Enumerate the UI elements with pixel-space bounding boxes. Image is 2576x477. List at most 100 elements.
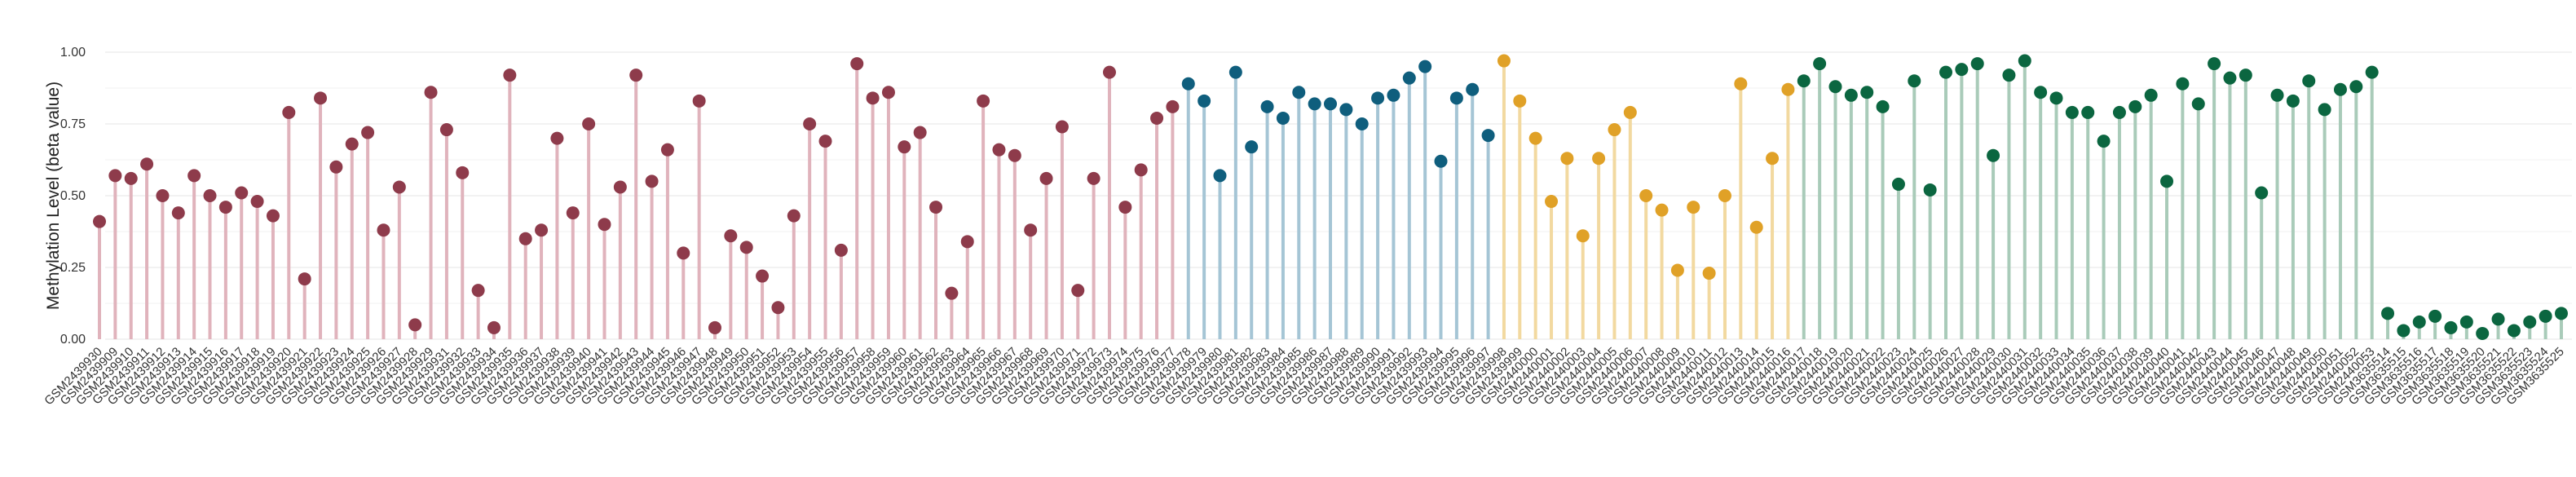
lollipop-point (140, 157, 154, 171)
lollipop-point (314, 91, 328, 105)
lollipop-point (1276, 111, 1290, 125)
lollipop-point (1308, 97, 1321, 111)
lollipop-point (487, 320, 501, 334)
lollipop-point (1497, 54, 1511, 68)
lollipop-point (2555, 307, 2568, 320)
lollipop-point (960, 235, 974, 249)
lollipop-point (1891, 177, 1905, 191)
lollipop-point (2002, 68, 2016, 82)
y-tick-label: 0.25 (60, 261, 86, 275)
lollipop-point (677, 246, 690, 260)
lollipop-point (1766, 152, 1780, 166)
lollipop-point (2523, 315, 2537, 329)
lollipop-point (1087, 171, 1101, 185)
lollipop-point (866, 91, 880, 105)
lollipop-point (1434, 154, 1448, 168)
lollipop-point (345, 137, 359, 151)
lollipop-point (2365, 65, 2379, 79)
lollipop-point (2097, 135, 2111, 148)
lollipop-point (439, 123, 453, 137)
lollipop-point (1324, 97, 1337, 111)
lollipop-point (361, 126, 375, 139)
lollipop-point (787, 209, 801, 223)
lollipop-point (2491, 312, 2505, 326)
lollipop-point (1118, 201, 1132, 214)
lollipop-point (108, 169, 122, 183)
lollipop-point (724, 229, 738, 243)
y-tick-label: 0.00 (60, 333, 86, 347)
lollipop-point (535, 223, 549, 237)
lollipop-point (1198, 94, 1211, 108)
lollipop-point (1213, 169, 1227, 183)
lollipop-point (2270, 88, 2284, 102)
lollipop-point (803, 117, 817, 130)
lollipop-point (329, 160, 343, 174)
lollipop-point (1655, 203, 1669, 217)
lollipop-point (471, 284, 485, 298)
lollipop-point (1955, 63, 1969, 77)
lollipop-point (550, 131, 564, 145)
lollipop-point (2018, 54, 2031, 68)
lollipop-point (2444, 320, 2458, 334)
lollipop-point (1970, 57, 1984, 71)
lollipop-point (1687, 201, 1700, 214)
lollipop-point (1734, 77, 1748, 91)
lollipop-point (1923, 183, 1937, 197)
lollipop-point (2476, 326, 2490, 340)
lollipop-point (1987, 148, 2000, 162)
lollipop-point (1797, 74, 1811, 88)
lollipop-point (1749, 220, 1763, 234)
lollipop-point (1545, 195, 1559, 209)
lollipop-point (771, 301, 785, 315)
lollipop-point (1481, 129, 1495, 143)
lollipop-point (1781, 82, 1795, 96)
lollipop-point (629, 68, 643, 82)
lollipop-point (1418, 60, 1432, 73)
lollipop-point (2128, 99, 2142, 113)
lollipop-point (1166, 99, 1180, 113)
lollipop-point (1181, 77, 1195, 91)
lollipop-point (1292, 86, 1306, 99)
lollipop-point (1039, 171, 1053, 185)
lollipop-point (2381, 307, 2395, 320)
lollipop-point (2507, 324, 2521, 338)
grid-layer (105, 51, 2572, 340)
lollipop-point (1576, 229, 1590, 243)
lollipop-point (1560, 152, 1574, 166)
lollipop-point (282, 105, 296, 119)
lollipop-point (1387, 88, 1400, 102)
y-tick-label: 0.75 (60, 117, 86, 131)
lollipop-point (218, 201, 232, 214)
lollipop-point (2223, 71, 2237, 85)
lollipop-point (1402, 71, 1416, 85)
lollipop-point (1055, 120, 1069, 134)
lollipop-point (266, 209, 280, 223)
lollipop-point (187, 169, 201, 183)
lollipop-point (377, 223, 390, 237)
lollipop-point (2459, 315, 2473, 329)
stems-layer (98, 60, 2563, 339)
lollipop-point (1608, 123, 1621, 137)
lollipop-point (708, 320, 721, 334)
lollipop-point (1639, 189, 1653, 202)
lollipop-point (2255, 186, 2269, 200)
lollipop-point (1592, 152, 1606, 166)
lollipop-point (1876, 99, 1890, 113)
lollipop-point (2065, 105, 2079, 119)
x-axis: GSM2439930GSM2439909GSM2439910GSM2439911… (42, 345, 2566, 408)
lollipop-point (1260, 99, 1274, 113)
lollipop-point (2081, 105, 2095, 119)
lollipop-point (1702, 267, 1716, 280)
lollipop-point (93, 214, 106, 228)
lollipop-point (1150, 111, 1164, 125)
lollipop-point (2176, 77, 2190, 91)
lollipop-point (503, 68, 517, 82)
lollipop-point (566, 206, 580, 220)
lollipop-point (124, 171, 138, 185)
lollipop-point (2302, 74, 2316, 88)
lollipop-point (2539, 309, 2552, 323)
lollipop-point (613, 180, 627, 194)
lollipop-point (1513, 94, 1527, 108)
lollipop-point (456, 166, 470, 179)
